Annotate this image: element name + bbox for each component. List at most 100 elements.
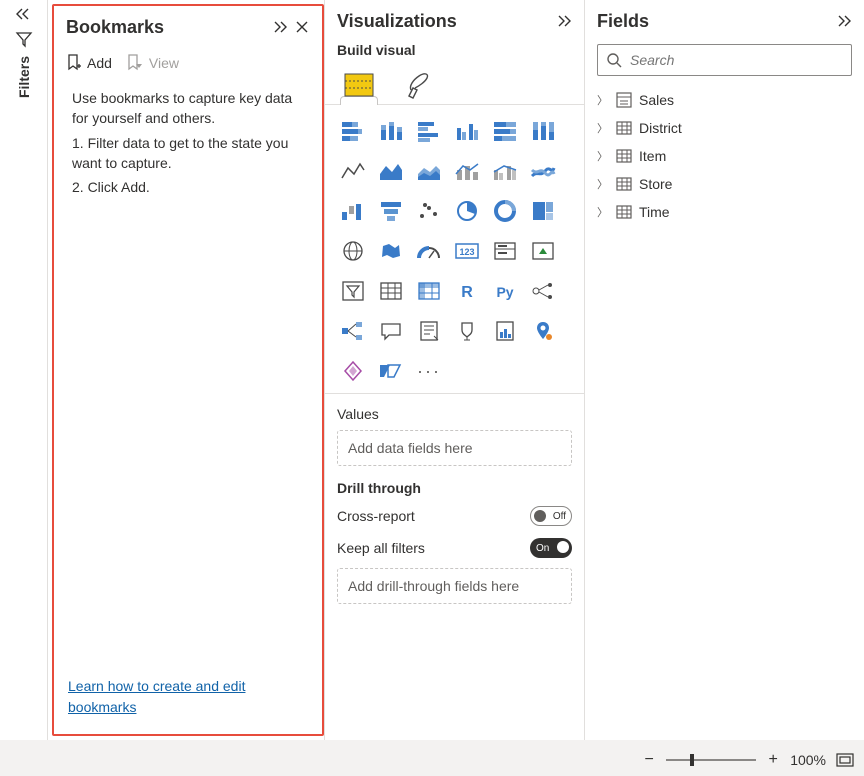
viz-line[interactable] — [337, 155, 369, 187]
viz-table[interactable] — [375, 275, 407, 307]
chevron-right-icon: 〉 — [597, 176, 609, 192]
zoom-control: − + 100% — [642, 744, 854, 776]
bookmarks-pane: Bookmarks Add View Use bookmarks to capt… — [52, 4, 324, 736]
viz-matrix[interactable] — [413, 275, 445, 307]
zoom-percent: 100% — [790, 752, 826, 768]
bookmarks-learn-link[interactable]: Learn how to create and edit bookmarks — [68, 678, 245, 715]
drill-through-drop-area[interactable]: Add drill-through fields here — [337, 568, 572, 604]
table-icon — [615, 149, 633, 163]
visualizations-title: Visualizations — [337, 11, 552, 32]
viz-stacked-area[interactable] — [413, 155, 445, 187]
build-visual-label: Build visual — [325, 42, 584, 62]
bookmarks-close-button[interactable] — [292, 17, 312, 37]
cross-report-label: Cross-report — [337, 508, 415, 524]
values-drop-area[interactable]: Add data fields here — [337, 430, 572, 466]
viz-stacked-bar[interactable] — [337, 115, 369, 147]
field-table-time[interactable]: 〉 Time — [593, 198, 856, 226]
format-visual-tab[interactable] — [397, 66, 441, 104]
bookmark-add-icon — [66, 54, 82, 72]
visualization-gallery: 123 R Py ··· — [325, 105, 584, 394]
field-label: Item — [639, 148, 666, 164]
viz-r-script[interactable]: R — [451, 275, 483, 307]
viz-multi-row-card[interactable] — [489, 235, 521, 267]
calc-table-icon — [615, 92, 633, 108]
viz-goals[interactable] — [451, 315, 483, 347]
viz-line-clustered-column[interactable] — [489, 155, 521, 187]
viz-ribbon[interactable] — [527, 155, 559, 187]
table-icon — [615, 205, 633, 219]
viz-qna[interactable] — [375, 315, 407, 347]
viz-slicer[interactable] — [337, 275, 369, 307]
table-visual-icon — [343, 70, 375, 100]
viz-filled-map[interactable] — [375, 235, 407, 267]
visualizations-pane: Visualizations Build visual — [324, 0, 584, 740]
viz-map[interactable] — [337, 235, 369, 267]
keep-filters-toggle[interactable]: On — [530, 538, 572, 558]
viz-100-stacked-column[interactable] — [527, 115, 559, 147]
format-brush-icon — [405, 70, 433, 100]
svg-text:R: R — [461, 284, 473, 301]
values-label: Values — [337, 406, 572, 422]
table-icon — [615, 121, 633, 135]
viz-funnel[interactable] — [375, 195, 407, 227]
bookmarks-help-text: Use bookmarks to capture key data for yo… — [54, 82, 322, 201]
build-visual-tab[interactable] — [337, 66, 381, 104]
bookmarks-title: Bookmarks — [66, 17, 268, 38]
viz-paginated-report[interactable] — [489, 315, 521, 347]
filters-icon — [15, 30, 33, 48]
search-icon — [606, 52, 622, 68]
bookmark-add-button[interactable]: Add — [66, 54, 112, 72]
filters-expand-button[interactable] — [16, 8, 32, 20]
fields-search-input[interactable] — [630, 52, 843, 68]
filters-pane-collapsed: Filters — [0, 0, 48, 740]
filters-label: Filters — [16, 56, 32, 98]
field-label: Store — [639, 176, 672, 192]
viz-power-apps[interactable] — [337, 355, 369, 387]
viz-kpi[interactable] — [527, 235, 559, 267]
viz-key-influencers[interactable] — [527, 275, 559, 307]
viz-clustered-column[interactable] — [451, 115, 483, 147]
viz-clustered-bar[interactable] — [413, 115, 445, 147]
fields-collapse-button[interactable] — [834, 11, 854, 31]
viz-python[interactable]: Py — [489, 275, 521, 307]
fields-search[interactable] — [597, 44, 852, 76]
viz-card[interactable]: 123 — [451, 235, 483, 267]
field-table-item[interactable]: 〉 Item — [593, 142, 856, 170]
table-icon — [615, 177, 633, 191]
viz-decomposition-tree[interactable] — [337, 315, 369, 347]
fit-to-page-button[interactable] — [836, 753, 854, 767]
field-table-store[interactable]: 〉 Store — [593, 170, 856, 198]
viz-gauge[interactable] — [413, 235, 445, 267]
viz-line-stacked-column[interactable] — [451, 155, 483, 187]
field-label: District — [639, 120, 682, 136]
viz-pie[interactable] — [451, 195, 483, 227]
cross-report-toggle[interactable]: Off — [530, 506, 572, 526]
zoom-out-button[interactable]: − — [642, 751, 656, 769]
chevron-right-icon: 〉 — [597, 120, 609, 136]
viz-smart-narrative[interactable] — [413, 315, 445, 347]
bookmark-view-icon — [126, 54, 144, 72]
chevron-right-icon: 〉 — [597, 92, 609, 108]
field-table-district[interactable]: 〉 District — [593, 114, 856, 142]
bookmark-view-label: View — [149, 55, 179, 71]
visualizations-collapse-button[interactable] — [554, 11, 574, 31]
viz-stacked-column[interactable] — [375, 115, 407, 147]
svg-text:123: 123 — [459, 247, 474, 257]
viz-treemap[interactable] — [527, 195, 559, 227]
viz-area[interactable] — [375, 155, 407, 187]
chevron-right-icon: 〉 — [597, 148, 609, 164]
fields-title: Fields — [597, 11, 832, 32]
bookmarks-collapse-button[interactable] — [270, 17, 290, 37]
viz-waterfall[interactable] — [337, 195, 369, 227]
keep-filters-label: Keep all filters — [337, 540, 425, 556]
zoom-in-button[interactable]: + — [766, 751, 780, 769]
viz-power-automate[interactable] — [375, 355, 407, 387]
viz-arcgis[interactable] — [527, 315, 559, 347]
drill-through-label: Drill through — [337, 480, 572, 496]
viz-100-stacked-bar[interactable] — [489, 115, 521, 147]
zoom-slider[interactable] — [666, 759, 756, 761]
field-table-sales[interactable]: 〉 Sales — [593, 86, 856, 114]
viz-donut[interactable] — [489, 195, 521, 227]
viz-scatter[interactable] — [413, 195, 445, 227]
viz-more-button[interactable]: ··· — [413, 355, 445, 387]
